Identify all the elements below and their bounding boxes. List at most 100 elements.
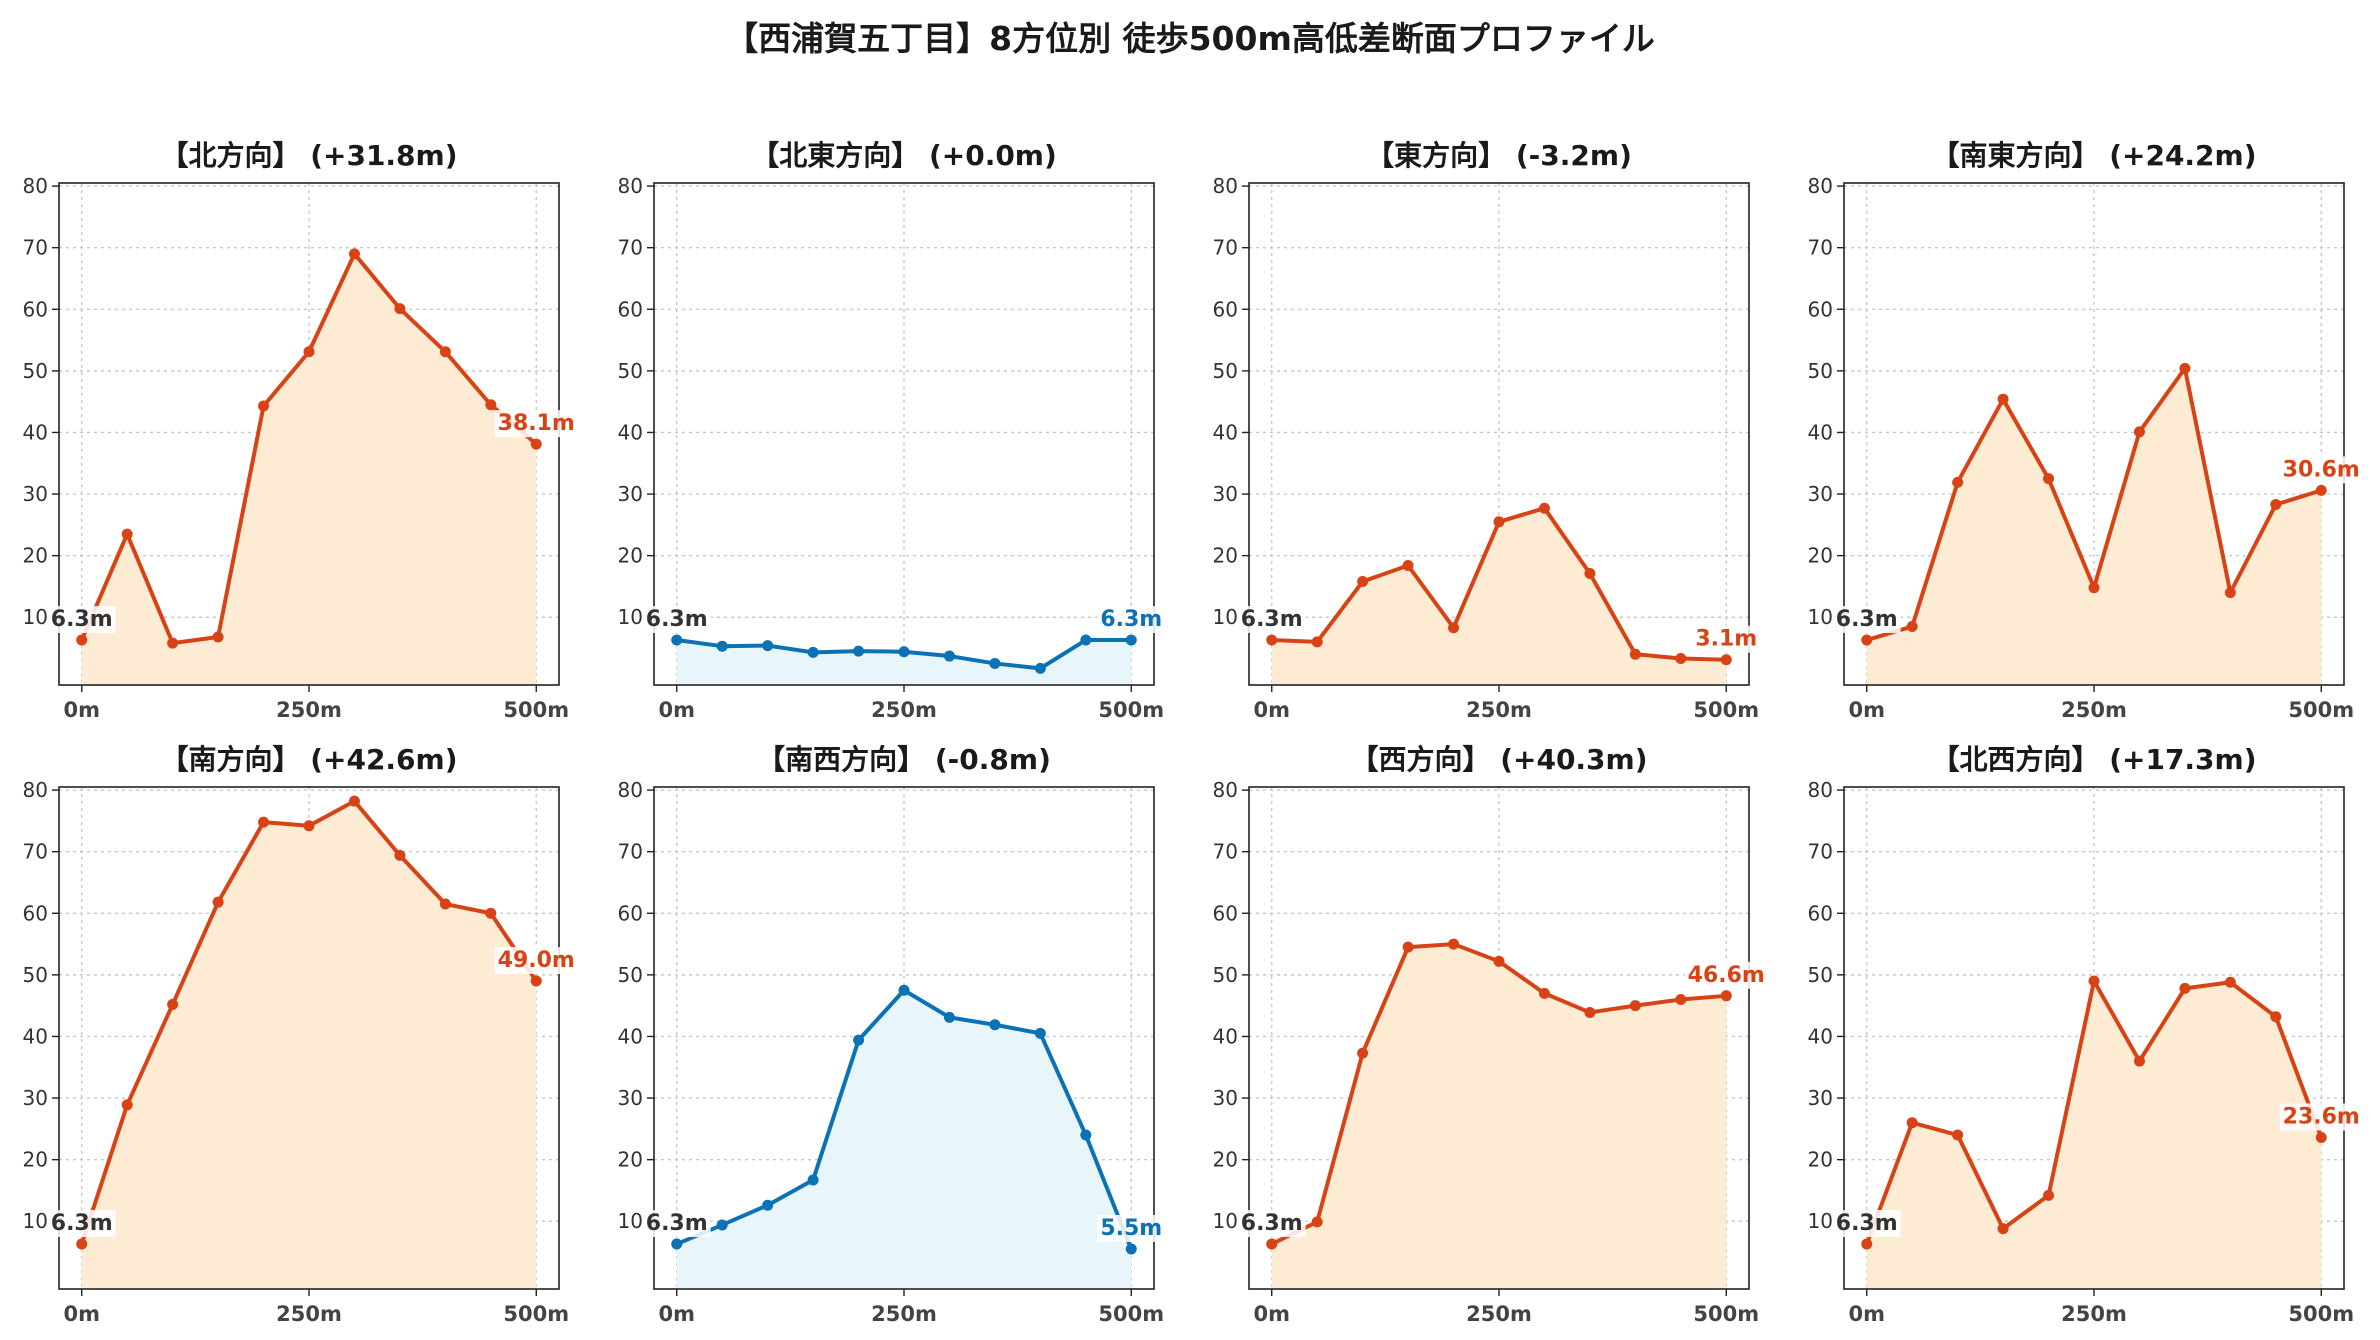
y-tick-label: 50 — [1213, 359, 1238, 383]
elevation-area — [1866, 981, 2322, 1289]
data-point — [167, 998, 179, 1010]
data-point — [1125, 1243, 1137, 1255]
start-elevation-label-bg — [1832, 606, 1901, 634]
y-tick-label: 10 — [1213, 1209, 1238, 1233]
start-elevation-label-bg — [1237, 1210, 1306, 1238]
x-tick-label: 250m — [276, 1302, 342, 1326]
y-tick-label: 40 — [618, 1024, 643, 1048]
data-point — [121, 1099, 133, 1111]
y-tick-label: 10 — [618, 1209, 643, 1233]
data-point — [1080, 1129, 1092, 1141]
end-elevation-label: 46.6m — [1688, 963, 1765, 988]
data-point — [1952, 1129, 1964, 1141]
y-tick-label: 70 — [23, 840, 48, 864]
y-tick-label: 30 — [618, 1086, 643, 1110]
y-tick-label: 20 — [618, 544, 643, 568]
data-point — [1493, 516, 1505, 528]
data-point — [1997, 393, 2009, 405]
y-tick-label: 80 — [1808, 778, 1833, 802]
y-tick-label: 10 — [618, 605, 643, 629]
y-tick-label: 20 — [23, 544, 48, 568]
data-point — [1266, 634, 1278, 646]
data-point — [348, 795, 360, 807]
start-elevation-label-bg — [1237, 606, 1306, 634]
data-point — [716, 640, 728, 652]
data-point — [485, 907, 497, 919]
data-point — [762, 1199, 774, 1211]
data-point — [2133, 426, 2145, 438]
data-point — [1402, 560, 1414, 572]
panel-5: 【南西方向】 (-0.8m) 10 20 30 40 50 60 70 80 0m 250m 500m… — [618, 743, 1166, 1326]
y-tick-label: 80 — [618, 174, 643, 198]
data-point — [853, 645, 865, 657]
data-point — [2315, 484, 2327, 496]
x-tick-label: 500m — [503, 1302, 569, 1326]
y-tick-label: 30 — [23, 1086, 48, 1110]
x-tick-label: 500m — [1098, 1302, 1164, 1326]
start-elevation-label-bg — [47, 606, 116, 634]
y-tick-label: 20 — [1213, 544, 1238, 568]
elevation-area — [1271, 944, 1727, 1289]
data-point — [1861, 634, 1873, 646]
panel-3: 【南東方向】 (+24.2m) 10 20 30 40 50 60 70 80 0m 250m 500… — [1808, 139, 2363, 722]
y-tick-label: 20 — [23, 1148, 48, 1172]
y-tick-label: 70 — [1213, 840, 1238, 864]
panel-2: 【東方向】 (-3.2m) 10 20 30 40 50 60 70 80 0m 250m 500m 6… — [1213, 139, 1761, 722]
data-point — [1906, 1117, 1918, 1129]
panel-title: 【南東方向】 (+24.2m) — [1931, 139, 2256, 172]
data-point — [1034, 1027, 1046, 1039]
x-tick-label: 250m — [871, 698, 937, 722]
data-point — [1493, 955, 1505, 967]
data-point — [1448, 938, 1460, 950]
data-point — [439, 346, 451, 358]
y-tick-label: 60 — [23, 297, 48, 321]
elevation-area — [1866, 368, 2322, 685]
end-elevation-label-bg — [1097, 606, 1166, 634]
x-tick-label: 500m — [2288, 1302, 2354, 1326]
y-tick-label: 30 — [1213, 482, 1238, 506]
x-tick-label: 250m — [1466, 1302, 1532, 1326]
data-point — [853, 1034, 865, 1046]
x-tick-label: 250m — [276, 698, 342, 722]
y-tick-label: 80 — [1213, 778, 1238, 802]
data-point — [807, 1174, 819, 1186]
data-point — [943, 650, 955, 662]
y-tick-label: 40 — [23, 420, 48, 444]
start-elevation-label: 6.3m — [646, 1211, 708, 1236]
end-elevation-label-bg — [1097, 1214, 1166, 1242]
data-point — [1906, 620, 1918, 632]
y-tick-label: 50 — [23, 359, 48, 383]
data-point — [212, 896, 224, 908]
x-tick-label: 0m — [658, 1302, 695, 1326]
y-tick-label: 60 — [618, 297, 643, 321]
elevation-area — [1271, 508, 1727, 685]
data-point — [303, 346, 315, 358]
y-tick-label: 60 — [618, 901, 643, 925]
start-elevation-label-bg — [1832, 1210, 1901, 1238]
data-point — [1720, 654, 1732, 666]
y-tick-label: 60 — [1808, 901, 1833, 925]
y-tick-label: 10 — [23, 605, 48, 629]
y-tick-label: 40 — [618, 420, 643, 444]
axes-frame — [1843, 786, 2345, 1290]
axes-frame — [1248, 182, 1750, 686]
data-point — [2043, 473, 2055, 485]
y-tick-label: 10 — [23, 1209, 48, 1233]
y-tick-label: 40 — [23, 1024, 48, 1048]
y-tick-label: 70 — [618, 236, 643, 260]
x-tick-label: 0m — [1848, 698, 1885, 722]
data-point — [2315, 1131, 2327, 1143]
data-point — [76, 634, 88, 646]
y-tick-label: 50 — [23, 963, 48, 987]
y-tick-label: 40 — [1808, 420, 1833, 444]
end-elevation-label: 38.1m — [498, 411, 575, 436]
data-point — [258, 400, 270, 412]
y-tick-label: 60 — [1213, 297, 1238, 321]
start-elevation-label: 6.3m — [646, 607, 708, 632]
y-tick-label: 50 — [618, 963, 643, 987]
end-elevation-label: 3.1m — [1695, 627, 1757, 652]
data-point — [1357, 1047, 1369, 1059]
data-point — [716, 1219, 728, 1231]
y-tick-label: 70 — [618, 840, 643, 864]
data-point — [530, 438, 542, 450]
